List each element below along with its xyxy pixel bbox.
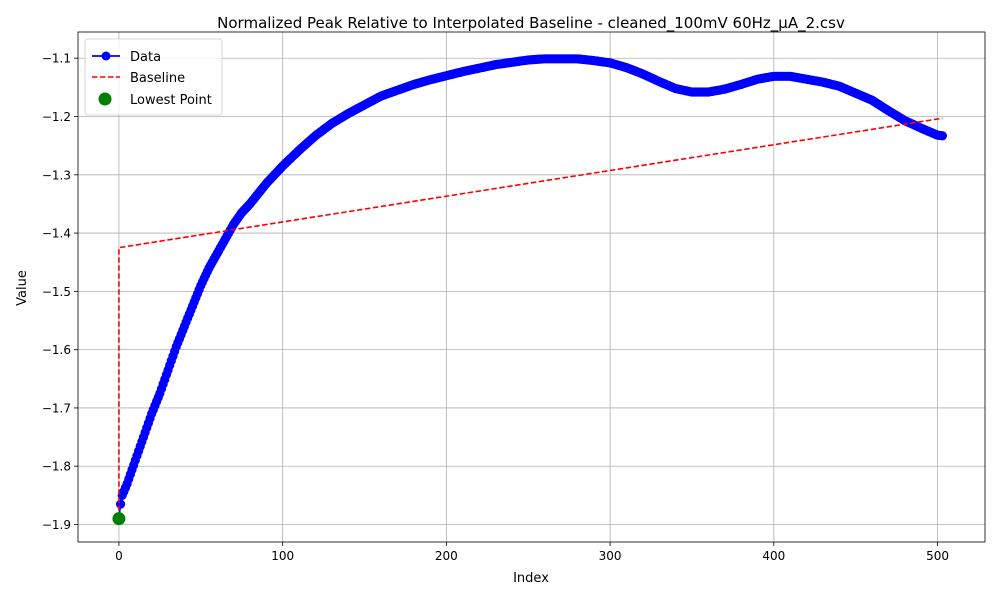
y-tick-label: −1.3: [42, 168, 71, 182]
data-point: [115, 499, 126, 509]
y-tick-label: −1.8: [42, 460, 71, 474]
data-point: [937, 131, 948, 141]
axes-frame: [77, 31, 986, 543]
baseline-series-line: [118, 117, 943, 519]
x-axis-label: Index: [513, 571, 549, 586]
y-tick-label: −1.1: [42, 52, 71, 66]
y-tick-label: −1.4: [42, 227, 71, 241]
plot-area: [112, 54, 948, 526]
legend-data-marker-icon: [101, 51, 111, 61]
y-tick-label: −1.6: [42, 343, 71, 357]
x-tick-label: 500: [926, 549, 949, 563]
x-tick-label: 100: [271, 549, 294, 563]
legend-lowest-point-marker-icon: [98, 92, 112, 106]
y-axis-label: Value: [15, 270, 30, 306]
legend-label-baseline: Baseline: [130, 71, 185, 86]
x-tick-label: 400: [762, 549, 785, 563]
y-tick-label: −1.7: [42, 401, 71, 415]
x-tick-label: 200: [435, 549, 458, 563]
y-tick-label: −1.5: [42, 285, 71, 299]
axis-ticks: 0 100 200 300 400 500 −1.9 −1.8 −1.7 −1.6 −1.5 −1.4…: [42, 52, 949, 563]
data-series-markers: [114, 54, 948, 524]
lowest-point-marker: [112, 512, 126, 526]
y-tick-label: −1.9: [42, 518, 71, 532]
x-tick-label: 0: [115, 549, 123, 563]
y-tick-label: −1.2: [42, 110, 71, 124]
legend-label-lowest-point: Lowest Point: [130, 93, 212, 108]
legend: Data Baseline Lowest Point: [84, 38, 223, 116]
x-tick-label: 300: [599, 549, 622, 563]
legend-box: [84, 38, 223, 116]
legend-label-data: Data: [130, 50, 161, 65]
chart-title: Normalized Peak Relative to Interpolated…: [217, 14, 845, 33]
